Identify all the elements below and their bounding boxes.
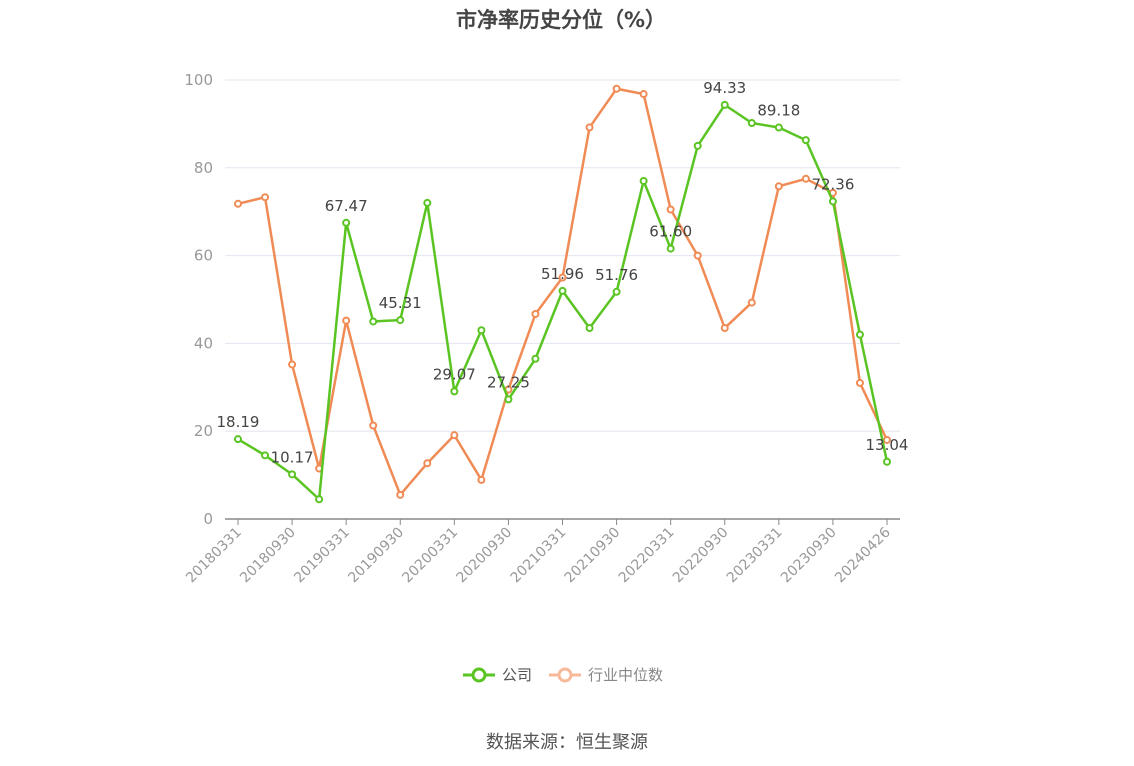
- legend-item-industry[interactable]: 行业中位数: [548, 664, 663, 685]
- data-label: 51.96: [541, 265, 584, 283]
- data-point: [369, 317, 378, 326]
- x-tick-label: 20180930: [237, 525, 299, 587]
- legend-item-company[interactable]: 公司: [462, 664, 532, 685]
- data-point: [801, 174, 810, 183]
- data-label: 18.19: [217, 413, 260, 431]
- x-tick-label: 20240426: [832, 524, 894, 586]
- data-point: [288, 360, 297, 369]
- data-label: 10.17: [271, 448, 314, 466]
- series-layer: [234, 84, 891, 504]
- x-tick-label: 20200930: [454, 525, 516, 587]
- y-tick-label: 100: [184, 71, 213, 89]
- y-axis-ticks: 0 20 40 60 80 100: [184, 71, 213, 528]
- data-point: [396, 316, 405, 325]
- data-point: [612, 287, 621, 296]
- source-note: 数据来源：恒生聚源: [486, 732, 648, 753]
- data-point: [504, 395, 513, 404]
- legend-industry-swatch-icon: [549, 667, 582, 682]
- data-label: 51.76: [595, 266, 638, 284]
- data-point: [342, 316, 351, 325]
- data-point: [450, 431, 459, 440]
- legend-company-swatch-icon: [463, 667, 495, 682]
- legend-label-company: 公司: [502, 666, 533, 684]
- data-point: [828, 197, 837, 206]
- data-label: 94.33: [703, 79, 746, 97]
- data-point: [288, 470, 297, 479]
- data-point: [261, 451, 270, 460]
- data-point: [666, 244, 675, 253]
- data-point: [423, 459, 432, 468]
- y-tick-label: 80: [194, 159, 213, 177]
- data-point: [558, 286, 567, 295]
- x-tick-label: 20220331: [616, 525, 678, 587]
- x-tick-label: 20180331: [183, 525, 245, 587]
- data-point: [801, 136, 810, 145]
- y-tick-label: 20: [194, 422, 213, 440]
- data-point: [747, 119, 756, 128]
- x-tick-label: 20230331: [724, 525, 786, 587]
- x-tick-label: 20220930: [670, 525, 732, 587]
- data-point: [774, 182, 783, 191]
- data-point: [450, 387, 459, 396]
- data-point: [585, 123, 594, 132]
- data-point: [883, 435, 891, 444]
- x-tick-label: 20190930: [345, 525, 407, 587]
- data-point: [693, 141, 702, 150]
- data-point: [855, 330, 864, 339]
- data-point: [639, 176, 648, 185]
- data-point: [531, 354, 540, 363]
- data-label: 27.25: [487, 373, 530, 391]
- data-point: [747, 298, 756, 307]
- y-tick-label: 60: [194, 247, 213, 265]
- legend-label-industry: 行业中位数: [588, 666, 664, 684]
- data-point: [883, 457, 891, 466]
- data-point: [261, 193, 270, 202]
- data-label: 45.31: [379, 294, 422, 312]
- data-point: [531, 309, 540, 318]
- data-point: [477, 326, 486, 335]
- x-tick-label: 20230930: [778, 525, 840, 587]
- data-label: 72.36: [811, 175, 854, 193]
- data-point: [558, 273, 567, 282]
- data-label: 13.04: [866, 436, 909, 454]
- data-point: [423, 198, 432, 207]
- data-point: [612, 84, 621, 93]
- y-tick-label: 0: [203, 510, 213, 528]
- data-label: 61.60: [649, 223, 692, 241]
- data-point: [234, 435, 242, 444]
- data-point: [396, 490, 405, 499]
- data-point: [639, 90, 648, 99]
- data-point: [720, 324, 729, 333]
- series-line: [237, 103, 889, 501]
- data-point: [234, 199, 242, 208]
- data-point: [342, 218, 351, 227]
- x-tick-label: 20190331: [291, 525, 353, 587]
- series-company: [234, 100, 891, 504]
- x-tick-label: 20210930: [562, 525, 624, 587]
- grid-layer: [225, 79, 900, 432]
- data-label: 89.18: [757, 101, 800, 119]
- data-point: [774, 123, 783, 132]
- data-label: 67.47: [325, 197, 368, 215]
- legend: 公司 行业中位数: [462, 664, 679, 685]
- data-point: [477, 475, 486, 484]
- chart-title: 市净率历史分位（%）: [455, 8, 667, 32]
- data-point: [369, 421, 378, 430]
- data-point: [666, 205, 675, 214]
- data-label-layer: 18.19 10.17 67.47 45.31 29.07 27.25 51.96 51.76…: [217, 79, 909, 466]
- data-point: [855, 378, 864, 387]
- x-tick-label: 20200331: [399, 525, 461, 587]
- series-industry: [234, 84, 891, 499]
- x-tick-label: 20210331: [508, 525, 570, 587]
- data-point: [693, 251, 702, 260]
- data-label: 29.07: [433, 365, 476, 383]
- y-tick-label: 40: [194, 334, 213, 352]
- x-axis: 2018033120180930201903312019093020200331…: [183, 518, 900, 587]
- data-point: [315, 495, 324, 504]
- data-point: [585, 324, 594, 333]
- data-point: [720, 100, 729, 109]
